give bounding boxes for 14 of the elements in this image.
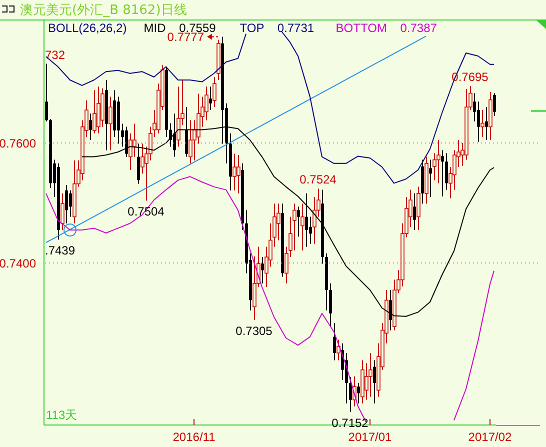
legend-title: BOLL(26,26,2) — [48, 21, 127, 35]
text: BOTTOM 0.7387 — [336, 21, 438, 35]
series-label: TOP 0.7731 — [240, 21, 314, 35]
x-tick-label: 2017/01 — [348, 430, 392, 444]
chart-title: 澳元美元(外汇_B 8162)日线 — [20, 2, 187, 18]
y-tick-label: 0.7600 — [0, 136, 36, 150]
annotation: .7439 — [45, 244, 76, 258]
annotation: 0.7524 — [300, 172, 337, 187]
y-tick-label: 0.7400 — [0, 256, 36, 270]
x-tick-label: 2017/02 — [468, 430, 512, 444]
annotation: 732 — [45, 48, 66, 62]
annotation: 0.7305 — [236, 324, 273, 338]
x-tick-label: 2016/11 — [172, 430, 216, 444]
annotation: 113天 — [46, 408, 78, 422]
